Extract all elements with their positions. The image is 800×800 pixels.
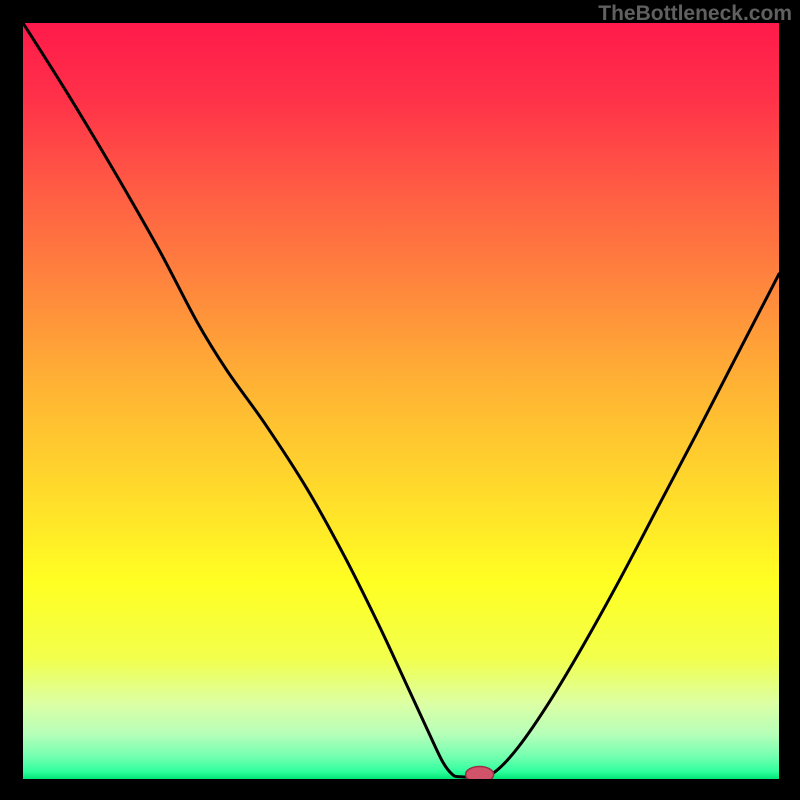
chart-frame: TheBottleneck.com [0,0,800,800]
bottleneck-chart [23,23,779,779]
gradient-background [23,23,779,779]
optimum-marker [466,766,494,779]
